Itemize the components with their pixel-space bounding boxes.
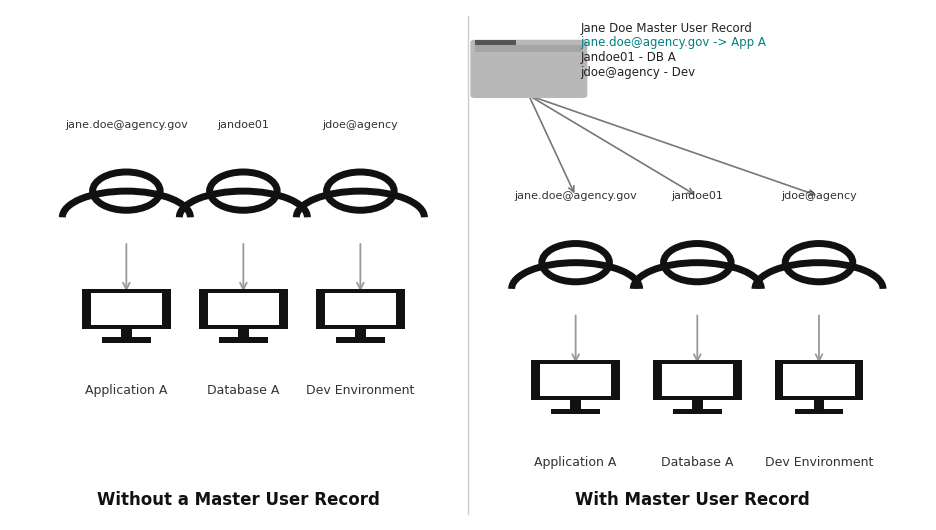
Text: Database A: Database A [207, 384, 280, 398]
Bar [475, 45, 582, 51]
Text: jdoe@agency: jdoe@agency [782, 191, 856, 201]
Text: jandoe01: jandoe01 [217, 120, 270, 130]
Bar [102, 338, 151, 343]
Text: With Master User Record: With Master User Record [576, 491, 810, 509]
Text: Without a Master User Record: Without a Master User Record [97, 491, 380, 509]
Bar [355, 329, 366, 338]
Bar [783, 365, 855, 396]
Bar [325, 293, 396, 324]
Bar [121, 329, 132, 338]
Bar [653, 360, 742, 400]
Text: Jane Doe Master User Record: Jane Doe Master User Record [580, 22, 753, 34]
Text: Jandoe01 - DB A: Jandoe01 - DB A [580, 51, 676, 64]
Bar [316, 289, 405, 329]
Bar [91, 293, 162, 324]
Text: jane.doe@agency.gov: jane.doe@agency.gov [65, 120, 188, 130]
Text: jane.doe@agency.gov: jane.doe@agency.gov [514, 191, 637, 201]
Bar [775, 360, 863, 400]
Bar [208, 293, 279, 324]
Text: Dev Environment: Dev Environment [306, 384, 415, 398]
Bar [199, 289, 288, 329]
Bar [219, 338, 268, 343]
Bar [570, 400, 581, 409]
Bar [692, 400, 703, 409]
Text: Application A: Application A [534, 456, 617, 469]
Bar [813, 400, 825, 409]
Bar [795, 409, 843, 414]
Bar [662, 365, 733, 396]
Bar [673, 409, 722, 414]
Bar [336, 338, 385, 343]
Text: jandoe01: jandoe01 [671, 191, 724, 201]
FancyBboxPatch shape [471, 40, 588, 98]
Bar [82, 289, 171, 329]
Bar [475, 40, 516, 52]
Bar [551, 409, 600, 414]
Text: jane.doe@agency.gov -> App A: jane.doe@agency.gov -> App A [580, 37, 767, 49]
Text: jdoe@agency - Dev: jdoe@agency - Dev [580, 66, 695, 79]
Bar [238, 329, 249, 338]
Text: Application A: Application A [85, 384, 168, 398]
Text: Dev Environment: Dev Environment [765, 456, 873, 469]
Text: jdoe@agency: jdoe@agency [323, 120, 398, 130]
Bar [532, 360, 620, 400]
Bar [540, 365, 611, 396]
Text: Database A: Database A [661, 456, 734, 469]
